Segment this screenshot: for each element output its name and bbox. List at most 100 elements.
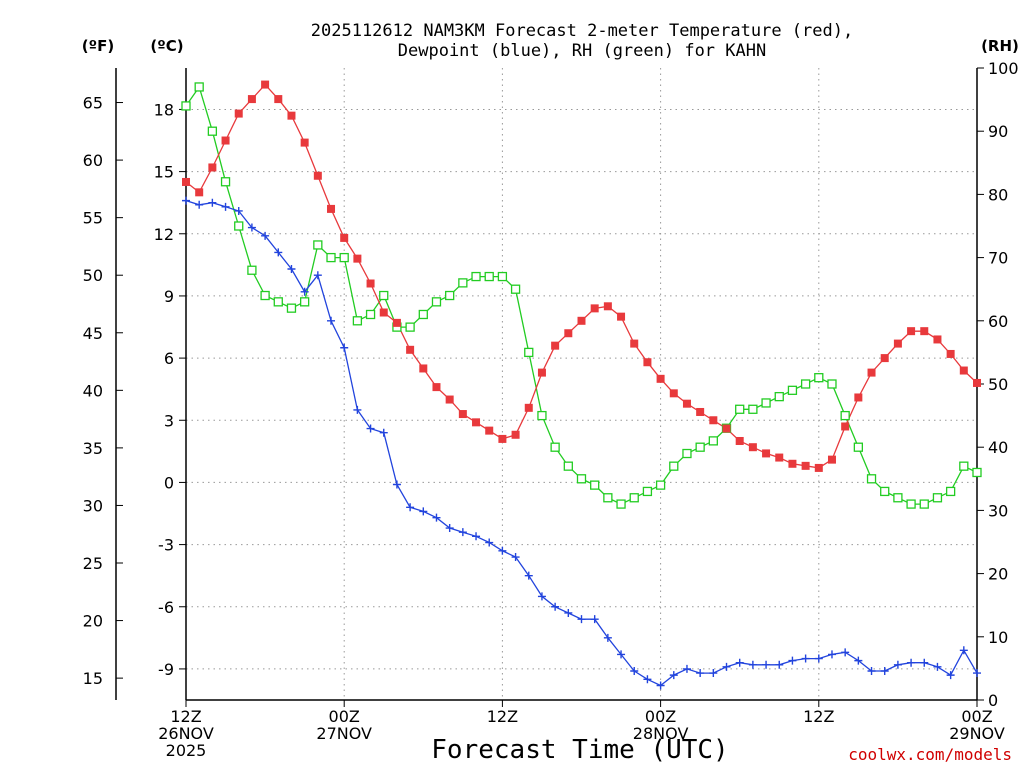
rh-point	[299, 297, 310, 307]
rh-point	[669, 461, 679, 471]
celsius-tick-label: 15	[154, 163, 174, 182]
dewpoint-point	[182, 196, 190, 205]
celsius-tick-label: 9	[164, 287, 174, 306]
fahrenheit-tick-label: 25	[83, 554, 103, 573]
temperature-point	[617, 312, 626, 321]
dewpoint-point	[735, 658, 744, 667]
fahrenheit-tick-label: 30	[83, 496, 103, 515]
dewpoint-point	[221, 202, 230, 211]
grid-lines	[186, 68, 977, 700]
x-axis-title: Forecast Time (UTC)	[431, 735, 728, 765]
rh-point	[774, 391, 784, 402]
dewpoint-point	[406, 503, 415, 512]
temperature-point	[603, 302, 612, 311]
rh-point	[181, 101, 191, 111]
temperature-point	[748, 443, 757, 452]
rh-point	[853, 442, 863, 452]
dewpoint-point	[788, 656, 797, 665]
rh-point	[919, 499, 929, 509]
chart-title-line2: Dewpoint (blue), RH (green) for KAHN	[398, 41, 766, 61]
temperature-point	[762, 449, 771, 458]
dewpoint-point	[274, 248, 283, 257]
dewpoint-point	[419, 507, 428, 516]
rh-point	[365, 309, 376, 320]
dewpoint-point	[564, 608, 573, 617]
dewpoint-point	[300, 287, 309, 296]
dewpoint-point	[959, 646, 968, 655]
temperature-point	[564, 329, 573, 338]
temperature-point	[221, 136, 230, 145]
rh-point	[616, 499, 626, 509]
dewpoint-point	[379, 428, 388, 437]
dewpoint-point	[261, 231, 270, 240]
dewpoint-point	[511, 553, 520, 562]
temperature-point	[445, 395, 454, 404]
rh-point	[590, 480, 600, 490]
dewpoint-point	[814, 654, 823, 663]
dewpoint-point	[854, 656, 863, 665]
dewpoint-point	[669, 671, 678, 680]
rh-point	[655, 480, 666, 490]
dewpoint-point	[353, 405, 362, 414]
dewpoint-point	[208, 198, 217, 207]
fahrenheit-unit-label: (ºF)	[82, 37, 114, 55]
fahrenheit-tick-label: 65	[83, 94, 103, 113]
fahrenheit-tick-label: 20	[83, 612, 103, 631]
temperature-point	[234, 109, 243, 118]
rh-point	[576, 474, 587, 484]
rh-point	[893, 493, 903, 503]
rh-point	[234, 221, 244, 231]
rh-point	[800, 379, 811, 389]
celsius-tick-label: 0	[164, 473, 174, 492]
temperature-point	[340, 233, 349, 242]
temperature-point	[656, 374, 665, 383]
temperature-point	[287, 111, 296, 120]
rh-point	[339, 252, 349, 263]
dewpoint-point	[630, 666, 639, 675]
temperature-point	[775, 453, 784, 462]
dewpoint-point	[445, 524, 454, 533]
rh-point	[550, 442, 560, 452]
fahrenheit-tick-label: 35	[83, 439, 103, 458]
temperature-point	[537, 368, 546, 377]
rh-unit-label: (RH)	[981, 37, 1019, 55]
dewpoint-point	[775, 660, 784, 669]
temperature-point	[893, 339, 902, 348]
dewpoint-point	[366, 424, 375, 433]
dewpoint-point	[643, 675, 652, 684]
temperature-point	[498, 434, 507, 443]
dewpoint-point	[327, 316, 336, 325]
temperature-point	[195, 188, 204, 197]
temperature-point	[327, 204, 336, 213]
temperature-point	[722, 424, 731, 433]
rh-point	[959, 461, 969, 471]
celsius-tick-label: -6	[158, 598, 174, 617]
rh-point	[207, 126, 218, 136]
rh-point	[827, 379, 837, 389]
celsius-tick-label: 6	[164, 349, 174, 368]
dewpoint-point	[682, 664, 691, 673]
temperature-point	[524, 403, 533, 412]
temperature-point	[959, 366, 968, 375]
temperature-point	[867, 368, 876, 377]
temperature-point	[669, 389, 678, 398]
rh-point	[880, 486, 890, 497]
fahrenheit-tick-label: 40	[83, 381, 103, 400]
temperature-point	[458, 410, 467, 419]
dewpoint-point	[696, 669, 705, 678]
rh-point	[524, 347, 534, 358]
dewpoint-point	[432, 513, 441, 522]
dewpoint-point	[656, 681, 665, 690]
temperature-point	[801, 461, 810, 470]
time-tick-label: 00Z 27NOV	[316, 707, 372, 743]
temperature-point	[643, 358, 652, 367]
rh-point	[260, 290, 270, 301]
time-tick-label: 12Z	[487, 707, 518, 726]
rh-tick-label: 70	[988, 249, 1008, 268]
rh-point	[629, 493, 639, 503]
temperature-point	[682, 399, 691, 408]
rh-point	[603, 493, 613, 503]
rh-point	[286, 303, 297, 313]
dewpoint-point	[762, 660, 771, 669]
fahrenheit-tick-label: 55	[83, 209, 103, 228]
